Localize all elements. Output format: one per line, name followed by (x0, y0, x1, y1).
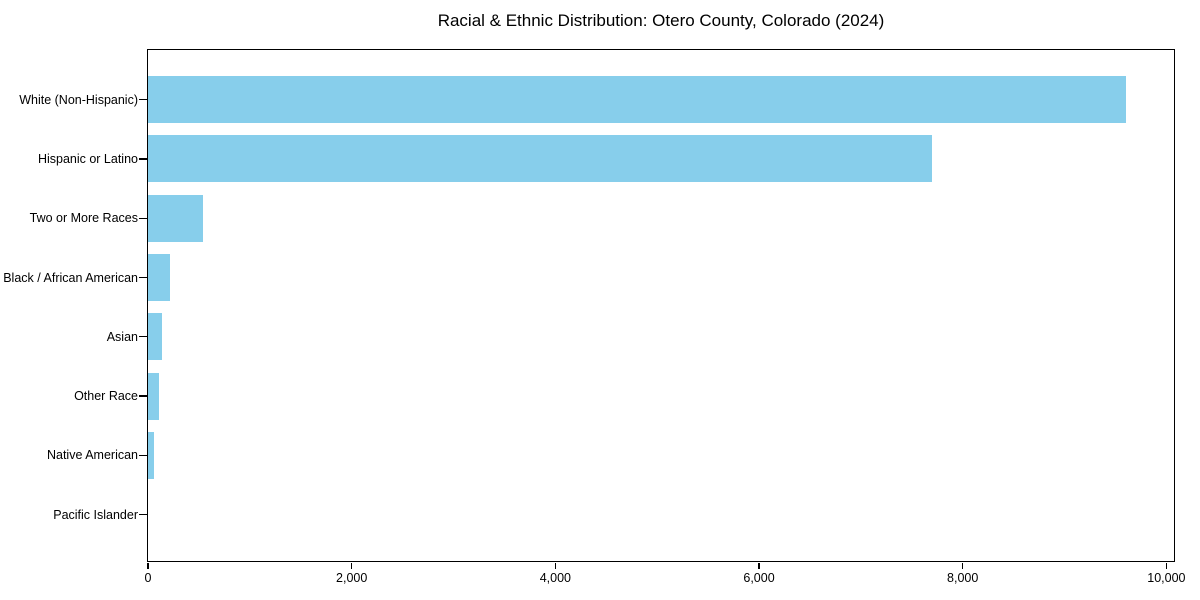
category-label: Pacific Islander (53, 507, 138, 522)
y-tick-mark (139, 454, 147, 457)
bar (148, 431, 155, 479)
bar (148, 194, 203, 242)
x-tick-label: 2,000 (336, 571, 368, 585)
bar (148, 76, 1126, 124)
x-tick-label: 0 (144, 571, 152, 585)
chart-title: Racial & Ethnic Distribution: Otero Coun… (437, 11, 885, 30)
y-tick-mark (139, 158, 147, 160)
category-label: Native American (46, 448, 138, 463)
y-tick-mark (139, 514, 147, 516)
category-label: Asian (106, 329, 138, 344)
bar-row: Other Race (74, 366, 1174, 425)
bar-row: White (Non-Hispanic) (19, 70, 1174, 129)
x-tick-mark (147, 562, 149, 569)
category-label: Other Race (74, 389, 138, 404)
x-axis: 0 2,000 4,000 6,000 8,000 10,000 (144, 561, 1185, 593)
y-tick-mark (139, 395, 147, 397)
x-tick-mark (351, 562, 353, 569)
x-tick-label: 8,000 (947, 571, 979, 585)
y-tick-mark (139, 98, 147, 101)
bar-row: Pacific Islander (53, 485, 1174, 544)
x-tick-label: 4,000 (539, 571, 571, 585)
bar-row: Black / African American (3, 248, 1174, 307)
x-tick-mark (1165, 562, 1167, 569)
y-tick-mark (139, 336, 147, 338)
category-label: Hispanic or Latino (37, 151, 138, 166)
bar-row: Native American (47, 426, 1174, 485)
y-tick-mark (139, 217, 147, 219)
x-tick-label: 6,000 (743, 571, 775, 585)
bar (148, 313, 162, 361)
bar-row: Hispanic or Latino (38, 129, 1174, 188)
bar (148, 254, 170, 302)
y-tick-mark (139, 276, 147, 279)
bar-row: Two or More Races (30, 189, 1174, 248)
bar (148, 135, 933, 183)
x-tick-mark (962, 562, 964, 569)
bars-container: White (Non-Hispanic) Hispanic or Latino Tw… (3, 50, 1174, 561)
x-tick-label: 10,000 (1147, 571, 1186, 585)
category-label: Black / African American (3, 270, 138, 285)
bar-row: Asian (107, 307, 1174, 366)
category-label: White (Non-Hispanic) (19, 92, 138, 107)
x-tick-mark (554, 562, 556, 569)
plot-area: White (Non-Hispanic) Hispanic or Latino Tw… (3, 49, 1185, 585)
x-tick-mark (758, 562, 760, 569)
bar (148, 372, 160, 420)
category-label: Two or More Races (29, 211, 138, 226)
